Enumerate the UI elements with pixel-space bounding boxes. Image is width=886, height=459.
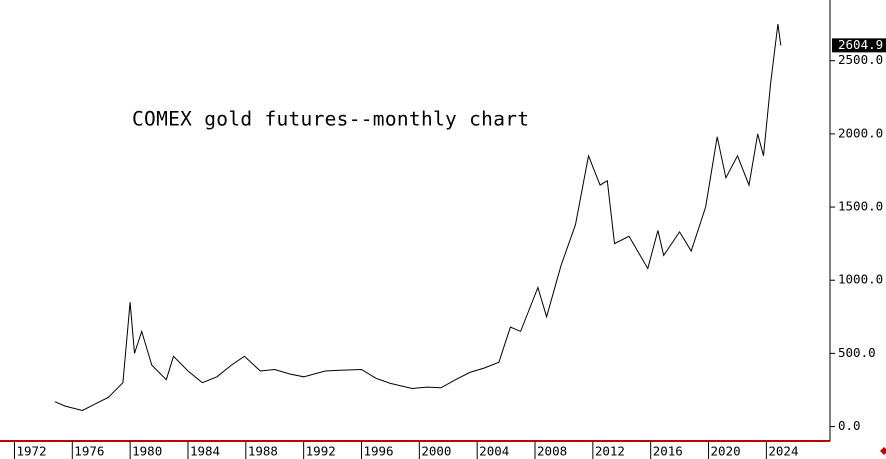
x-tick-label: 1996: [363, 444, 393, 459]
x-tick-label: 2004: [479, 444, 509, 459]
x-tick-label: 2024: [768, 444, 798, 459]
last-price-box: [832, 38, 886, 53]
x-tick-label: 2012: [595, 444, 625, 459]
y-tick-label: 0.0: [838, 418, 861, 433]
x-tick-label: 1972: [16, 444, 46, 459]
x-tick-label: 2000: [421, 444, 451, 459]
x-tick-label: 1976: [74, 444, 104, 459]
x-tick-label: 1992: [306, 444, 336, 459]
marker: [880, 447, 886, 455]
x-tick-label: 1984: [190, 444, 220, 459]
x-tick-label: 2020: [711, 444, 741, 459]
x-tick-label: 2008: [537, 444, 567, 459]
x-tick-label: 2016: [653, 444, 683, 459]
x-tick-label: 1980: [132, 444, 162, 459]
x-tick-label: 1988: [248, 444, 278, 459]
price-line: [54, 24, 782, 412]
chart-title: COMEX gold futures--monthly chart: [132, 108, 529, 131]
y-tick-label: 1000.0: [838, 272, 883, 287]
last-price-label: 2604.9: [838, 37, 883, 52]
y-tick-label: 500.0: [838, 345, 876, 360]
y-tick-label: 2500.0: [838, 52, 883, 67]
y-tick-label: 1500.0: [838, 199, 883, 214]
y-tick-label: 2000.0: [838, 125, 883, 140]
